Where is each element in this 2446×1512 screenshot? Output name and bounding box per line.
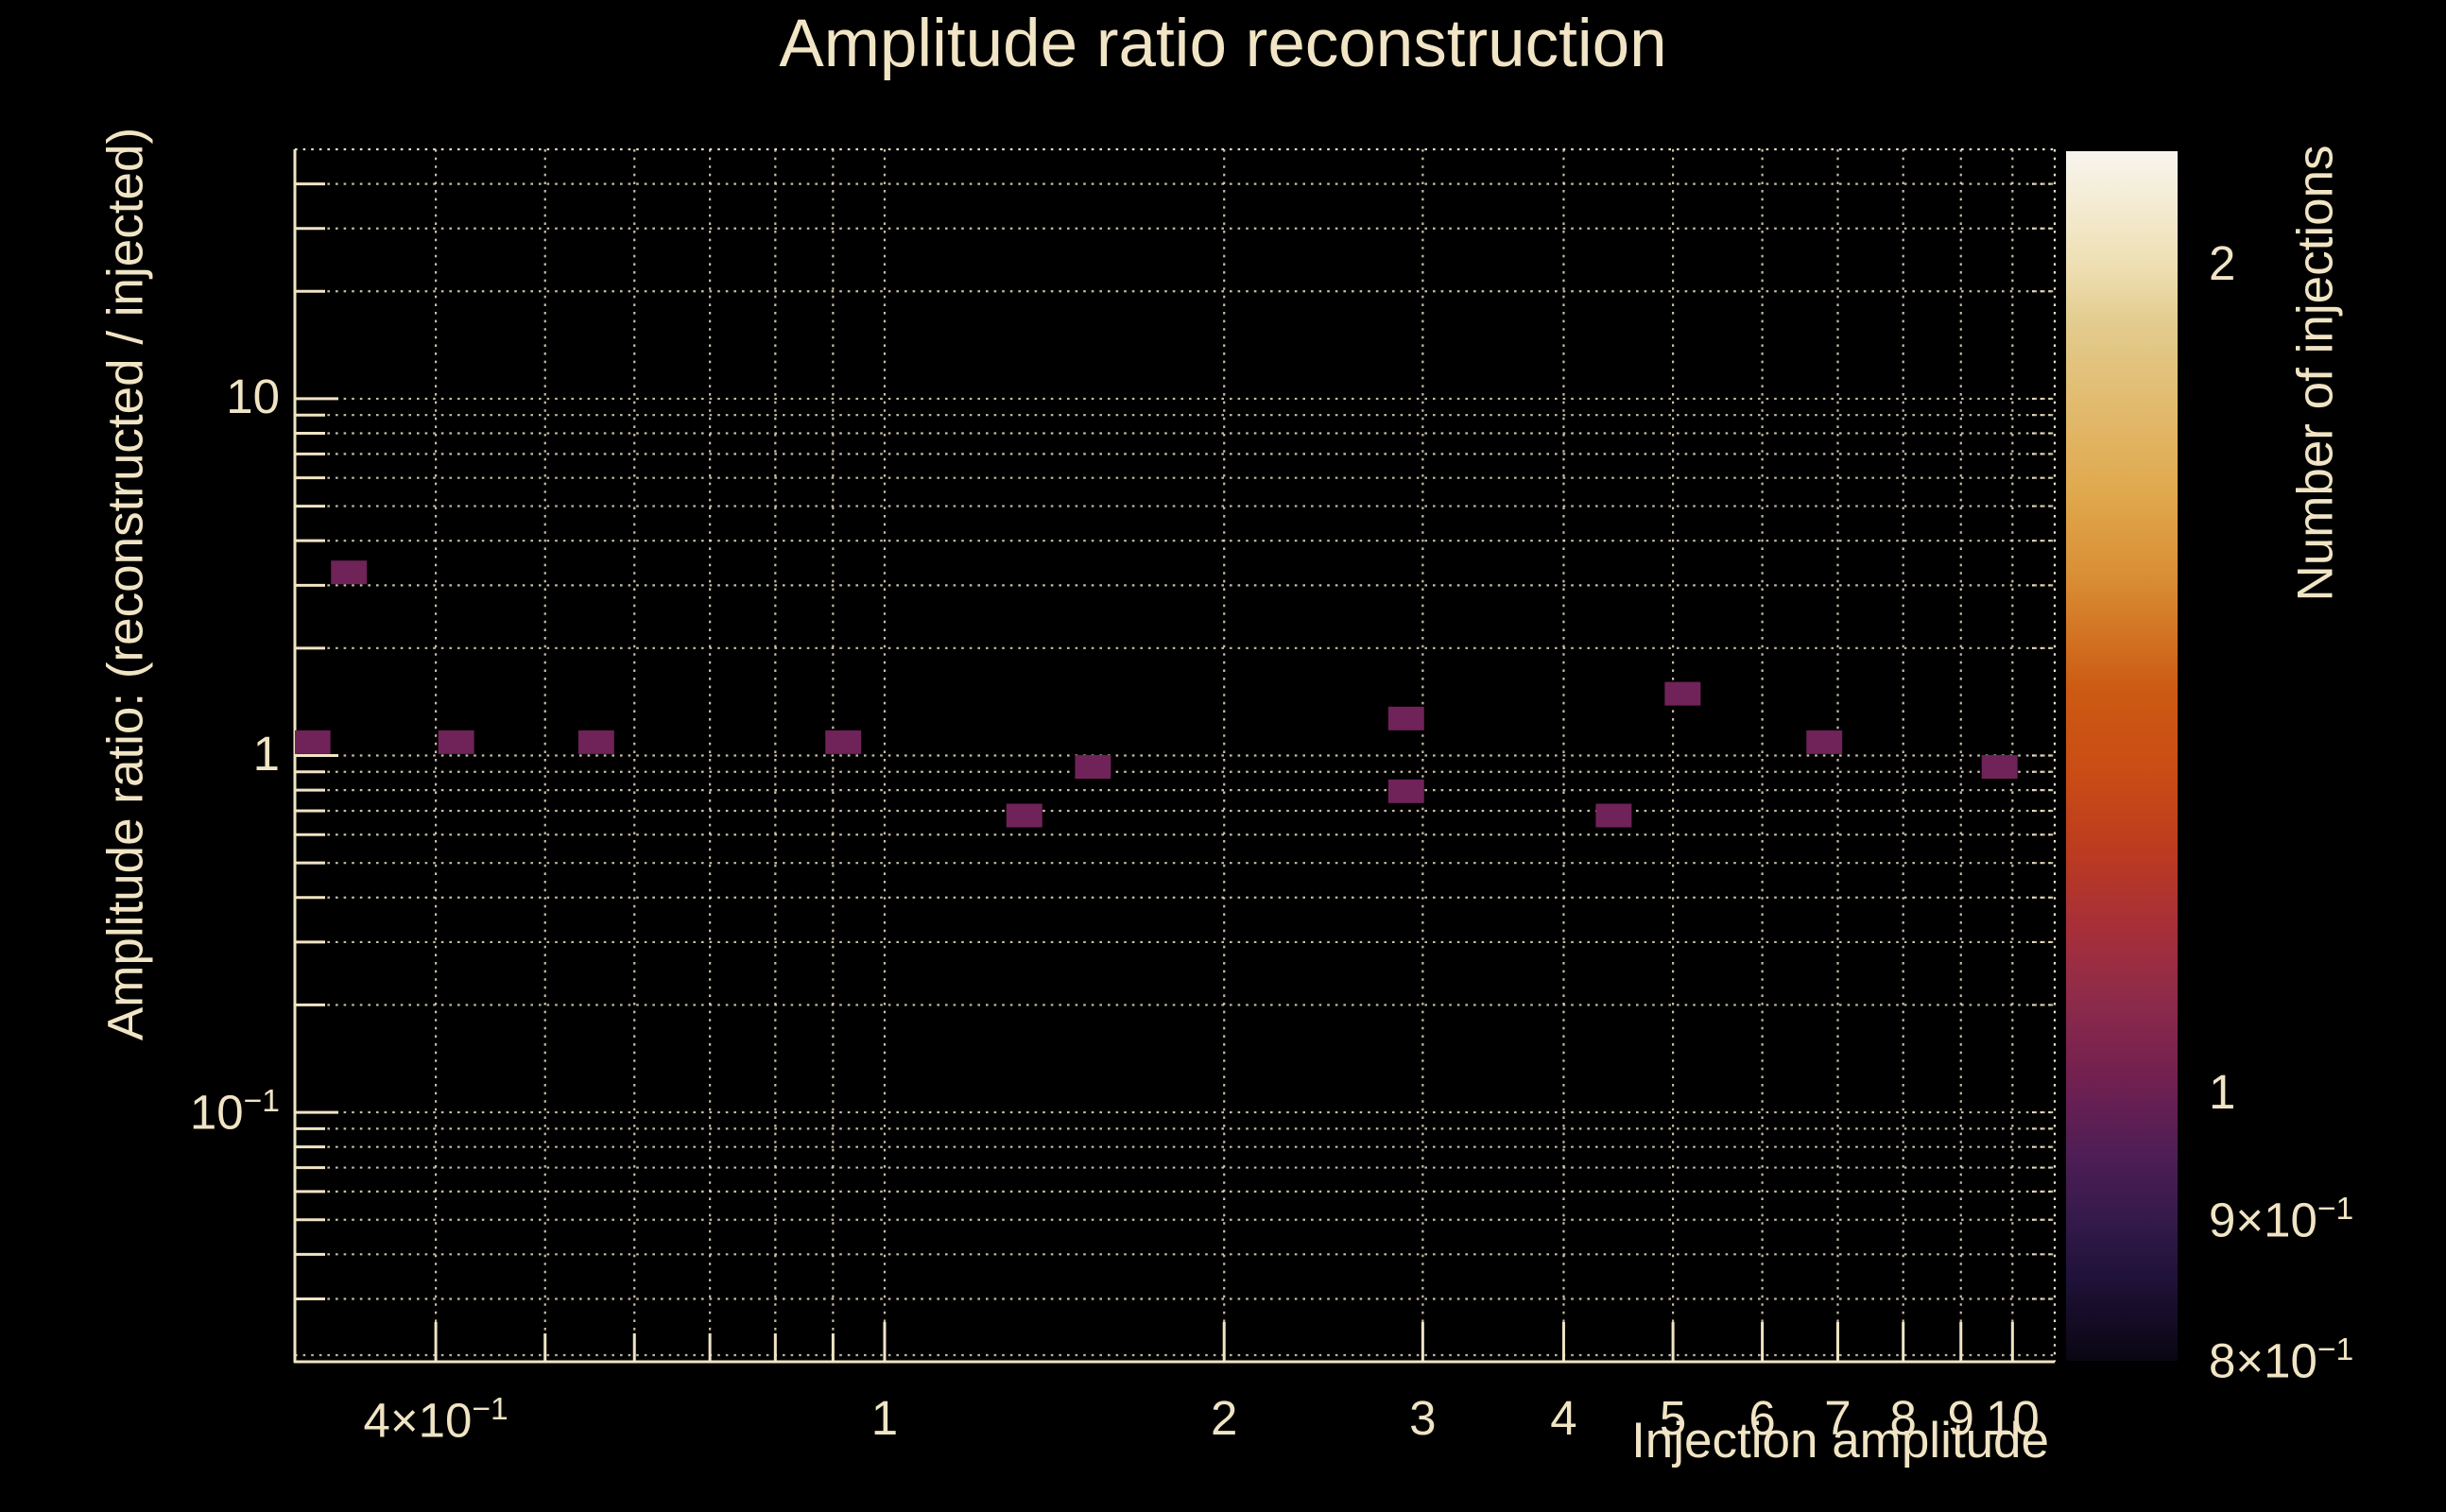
x-tick-label: 7 — [1824, 1391, 1852, 1445]
y-tick-label: 10 — [226, 369, 280, 423]
histogram-bin — [1806, 730, 1843, 754]
histogram-bin — [438, 730, 474, 754]
histogram-bin — [1006, 803, 1042, 828]
histogram-bin — [295, 730, 331, 754]
x-tick-label: 4×10−1 — [363, 1392, 508, 1448]
histogram-bin — [577, 730, 614, 754]
x-axis-title: Injection amplitude — [1631, 1413, 2049, 1469]
histogram-bin — [1387, 779, 1424, 803]
colorbar-tick-label: 2 — [2209, 235, 2236, 290]
histogram-bin — [1664, 681, 1701, 706]
x-tick-label: 1 — [870, 1391, 899, 1445]
x-tick-label: 3 — [1409, 1391, 1437, 1445]
y-axis-title: Amplitude ratio: (reconstructed / inject… — [97, 127, 154, 1041]
colorbar-tick-label: 8×10−1 — [2209, 1332, 2354, 1388]
histogram-bin — [1981, 755, 2018, 780]
x-tick-label: 8 — [1889, 1391, 1917, 1445]
x-tick-label: 6 — [1748, 1391, 1776, 1445]
y-tick-label: 10−1 — [189, 1084, 280, 1140]
x-tick-label: 2 — [1211, 1391, 1238, 1445]
colorbar-title: Number of injections — [2287, 145, 2344, 602]
x-tick-label: 4 — [1550, 1391, 1577, 1445]
x-tick-label: 5 — [1659, 1391, 1687, 1445]
x-tick-label: 10 — [1985, 1391, 2040, 1445]
histogram-bin — [825, 730, 862, 754]
x-tick-label: 9 — [1947, 1391, 1974, 1445]
histogram-bin — [1387, 706, 1424, 730]
histogram-bin — [1595, 803, 1632, 828]
histogram-bin — [1075, 755, 1111, 780]
chart-title: Amplitude ratio reconstruction — [779, 7, 1667, 81]
colorbar-tick-label: 1 — [2209, 1064, 2236, 1119]
y-tick-label: 1 — [252, 726, 280, 781]
colorbar-gradient — [2066, 151, 2178, 1361]
histogram-bin — [331, 560, 368, 585]
colorbar-tick-label: 9×10−1 — [2209, 1191, 2354, 1247]
